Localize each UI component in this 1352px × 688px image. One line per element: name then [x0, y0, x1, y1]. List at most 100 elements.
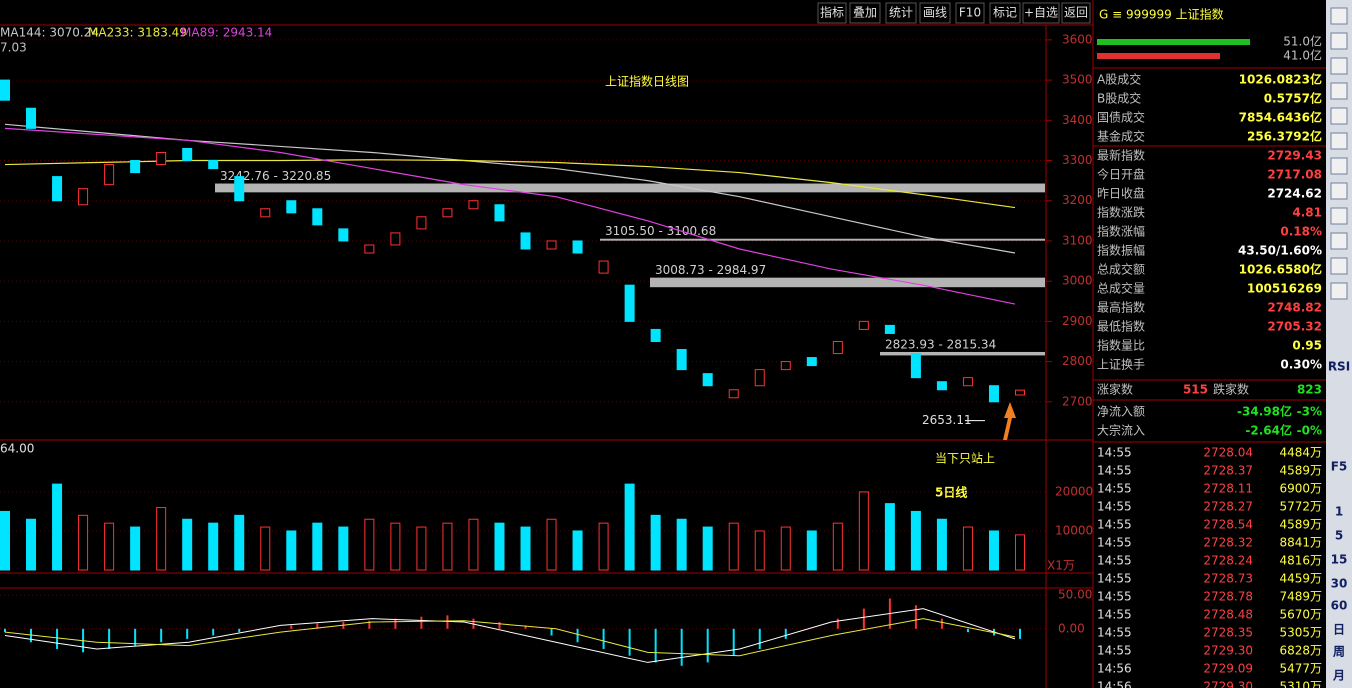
annotation: 当下只站上: [935, 452, 995, 466]
side-button[interactable]: 月: [1332, 669, 1345, 683]
toolbar-label[interactable]: 叠加: [853, 6, 877, 20]
toolbar-button[interactable]: [849, 2, 881, 24]
tick-time: 14:55: [1097, 464, 1132, 478]
quote-label: 基金成交: [1097, 129, 1145, 144]
candle: [338, 228, 349, 242]
toolbar-label[interactable]: 统计: [889, 6, 913, 20]
tick-price: 2728.32: [1203, 536, 1253, 550]
candle: [988, 385, 999, 403]
side-icon[interactable]: [1330, 7, 1348, 25]
quote-label: 总成交额: [1097, 262, 1145, 277]
side-icon[interactable]: [1330, 207, 1348, 225]
candle: [936, 381, 947, 391]
side-button[interactable]: 1: [1335, 505, 1343, 519]
side-icon[interactable]: [1330, 257, 1348, 275]
tick-price: 2728.48: [1203, 608, 1253, 622]
candle: [156, 151, 167, 166]
tick-price: 2728.04: [1203, 446, 1253, 460]
volume-bar: [364, 518, 375, 571]
side-icon[interactable]: [1330, 157, 1348, 175]
side-icon[interactable]: [1330, 232, 1348, 250]
quote-value: 0.95: [1292, 339, 1322, 353]
quote-value: 256.3792亿: [1247, 129, 1322, 144]
tick-time: 14:55: [1097, 536, 1132, 550]
ma-legend: MA89: 2943.14: [181, 26, 272, 40]
volume-bar: [832, 522, 843, 571]
volume-bar: [910, 510, 921, 571]
volume-bar: [520, 526, 531, 571]
tick-price: 2728.11: [1203, 482, 1253, 496]
quote-value: 2705.32: [1267, 320, 1322, 334]
resistance-zone: [600, 238, 1045, 241]
resistance-zone: [215, 183, 1045, 193]
toolbar-label[interactable]: +自选: [1024, 6, 1058, 20]
side-button[interactable]: 日: [1333, 623, 1345, 637]
tick-volume: 5310万: [1279, 680, 1322, 688]
tick-time: 14:55: [1097, 518, 1132, 532]
tick-volume: 5305万: [1279, 626, 1322, 640]
side-button[interactable]: 15: [1331, 553, 1348, 567]
candle: [182, 147, 193, 162]
side-button[interactable]: F5: [1331, 460, 1348, 474]
y-tick-label: 3200: [1062, 193, 1093, 207]
toolbar-label[interactable]: 返回: [1064, 6, 1088, 20]
zone-label: 2823.93 - 2815.34: [885, 337, 996, 351]
candle: [650, 328, 661, 342]
toolbar-button[interactable]: [919, 2, 951, 24]
side-icon[interactable]: [1330, 57, 1348, 75]
toolbar-button[interactable]: [989, 2, 1021, 24]
side-button[interactable]: 周: [1333, 645, 1345, 659]
y-tick-label: 10000: [1055, 523, 1093, 537]
ma-legend: MA233: 3183.49: [88, 26, 187, 40]
volume-bar: [286, 530, 297, 571]
toolbar-button[interactable]: [1022, 2, 1060, 24]
breadth-label: 涨家数: [1097, 382, 1133, 397]
quote-value: 2724.62: [1267, 187, 1322, 201]
side-icon[interactable]: [1330, 82, 1348, 100]
tick-volume: 6900万: [1279, 482, 1322, 496]
quote-label: 最新指数: [1097, 148, 1145, 163]
macd-line: [4, 618, 1016, 657]
toolbar-button[interactable]: [955, 2, 985, 24]
quote-label: A股成交: [1097, 72, 1141, 87]
side-icon[interactable]: [1330, 282, 1348, 300]
side-button[interactable]: 5: [1335, 529, 1343, 543]
quote-label: 总成交量: [1097, 281, 1145, 296]
tick-volume: 4589万: [1279, 464, 1322, 478]
ma-line: [4, 127, 1016, 305]
tick-price: 2728.78: [1203, 590, 1253, 604]
toolbar-button[interactable]: [885, 2, 917, 24]
toolbar-label[interactable]: 画线: [923, 6, 947, 20]
quote-label: 指数振幅: [1097, 243, 1145, 258]
side-icon[interactable]: [1330, 107, 1348, 125]
toolbar-label[interactable]: 标记: [993, 6, 1017, 20]
tick-volume: 4816万: [1279, 554, 1322, 568]
side-button[interactable]: 30: [1331, 577, 1348, 591]
toolbar-label[interactable]: 指标: [820, 5, 844, 20]
tick-volume: 5670万: [1279, 608, 1322, 622]
y-tick-label: 2900: [1062, 314, 1093, 328]
side-icon[interactable]: [1330, 182, 1348, 200]
volume-bar: [676, 518, 687, 571]
side-button[interactable]: RSI: [1328, 360, 1350, 374]
candle: [754, 369, 765, 387]
side-button[interactable]: 60: [1331, 599, 1348, 613]
toolbar-button[interactable]: [1061, 2, 1091, 24]
candle: [104, 164, 115, 186]
toolbar-button[interactable]: [817, 2, 847, 24]
flow-bar-label: 41.0亿: [1283, 48, 1322, 63]
quote-value: 43.50/1.60%: [1238, 244, 1322, 258]
candle: [598, 260, 609, 274]
tick-price: 2728.27: [1203, 500, 1253, 514]
quote-label: 上证换手: [1097, 358, 1145, 372]
side-icon[interactable]: [1330, 32, 1348, 50]
tick-time: 14:55: [1097, 590, 1132, 604]
tick-volume: 4459万: [1279, 572, 1322, 586]
volume-bar: [858, 491, 869, 571]
side-icon[interactable]: [1330, 132, 1348, 150]
volume-bar: [26, 518, 37, 571]
volume-bar: [338, 526, 349, 571]
candle: [676, 349, 687, 371]
toolbar-label[interactable]: F10: [959, 6, 981, 20]
